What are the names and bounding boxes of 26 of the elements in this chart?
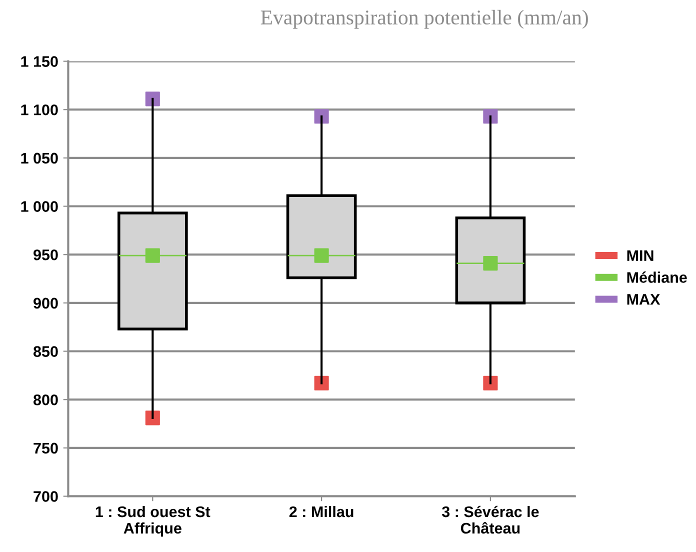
legend-label: MIN — [627, 250, 654, 261]
y-tick-label: 800 — [33, 394, 58, 406]
x-tick-label: 1 : Sud ouest St Affrique — [96, 506, 210, 537]
y-tick-label: 900 — [34, 298, 58, 309]
y-tick-label: 950 — [34, 249, 58, 260]
y-tick-label: 1 100 — [21, 104, 58, 116]
y-tick-label: 1 000 — [21, 201, 58, 212]
point — [314, 109, 329, 124]
y-tick-label: 700 — [34, 491, 58, 502]
point — [483, 256, 498, 271]
y-tick-label: 850 — [33, 346, 58, 357]
y-tick-label: 750 — [34, 442, 58, 454]
point — [145, 410, 160, 426]
x-tick-label: 2 : Millau — [289, 506, 354, 518]
x-tick-label: 3 : Sévérac le Château — [442, 506, 539, 534]
point — [145, 92, 160, 106]
legend-label: MAX — [627, 294, 660, 305]
legend-label: Médiane — [627, 272, 687, 283]
point — [145, 248, 160, 263]
point — [314, 248, 329, 263]
y-tick-label: 1 150 — [21, 56, 58, 67]
point — [483, 109, 498, 124]
y-tick-label: 1 050 — [21, 152, 58, 164]
point — [314, 376, 329, 390]
chart-title: Evapotranspiration potentielle (mm/an) — [260, 10, 588, 29]
point — [483, 376, 498, 390]
